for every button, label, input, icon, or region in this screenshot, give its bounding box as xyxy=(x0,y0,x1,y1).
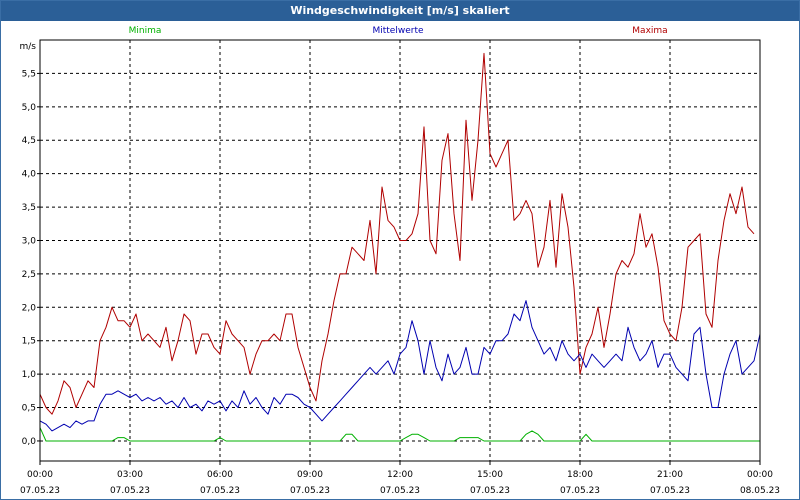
grid xyxy=(40,40,760,461)
series-line-mittelwerte xyxy=(39,300,761,432)
x-tick-date-label: 07.05.23 xyxy=(110,486,150,496)
y-tick-label: 5,0 xyxy=(22,103,37,113)
x-tick-time-label: 00:00 xyxy=(27,470,53,480)
x-tick-time-label: 09:00 xyxy=(297,470,323,480)
series-lines xyxy=(39,52,761,442)
series-line-maxima xyxy=(39,52,755,415)
legend-maxima: Maxima xyxy=(632,26,667,36)
legend-minima: Minima xyxy=(129,26,162,36)
x-tick-time-label: 03:00 xyxy=(117,470,143,480)
x-tick-time-label: 12:00 xyxy=(387,470,413,480)
x-tick-date-label: 07.05.23 xyxy=(200,486,240,496)
x-tick-time-label: 06:00 xyxy=(207,470,233,480)
x-tick-date-label: 07.05.23 xyxy=(20,486,60,496)
x-tick-date-label: 07.05.23 xyxy=(470,486,510,496)
y-tick-label: 2,0 xyxy=(22,303,37,313)
x-tick-date-label: 07.05.23 xyxy=(380,486,420,496)
x-tick-time-label: 18:00 xyxy=(567,470,593,480)
y-tick-label: 5,5 xyxy=(22,69,36,79)
x-tick-date-label: 07.05.23 xyxy=(650,486,690,496)
x-tick-time-label: 15:00 xyxy=(477,470,503,480)
x-tick-time-label: 00:00 xyxy=(747,470,773,480)
y-tick-label: 3,5 xyxy=(22,203,36,213)
y-tick-label: 2,5 xyxy=(22,270,36,280)
y-tick-label: 3,0 xyxy=(22,236,37,246)
y-tick-label: 0,0 xyxy=(22,437,37,447)
y-tick-label: 4,0 xyxy=(22,170,37,180)
y-tick-label: 4,5 xyxy=(22,136,36,146)
y-tick-label: 1,0 xyxy=(22,370,37,380)
series-line-minima xyxy=(39,427,760,442)
chart-title: Windgeschwindigkeit [m/s] skaliert xyxy=(1,1,799,21)
axes: 0,0 0,5 1,0 1,5 2,0 2,5 3,0 3,5 4,0 4,5 5,0 5,5 00:0… xyxy=(20,69,780,496)
y-tick-label: 1,5 xyxy=(22,337,36,347)
legend-mittelwerte: Mittelwerte xyxy=(372,26,423,36)
y-tick-label: 0,5 xyxy=(22,404,36,414)
x-tick-date-label: 08.05.23 xyxy=(740,486,780,496)
x-tick-date-label: 07.05.23 xyxy=(560,486,600,496)
x-tick-date-label: 07.05.23 xyxy=(290,486,330,496)
y-axis-unit-label: m/s xyxy=(20,42,37,52)
x-tick-time-label: 21:00 xyxy=(657,470,683,480)
